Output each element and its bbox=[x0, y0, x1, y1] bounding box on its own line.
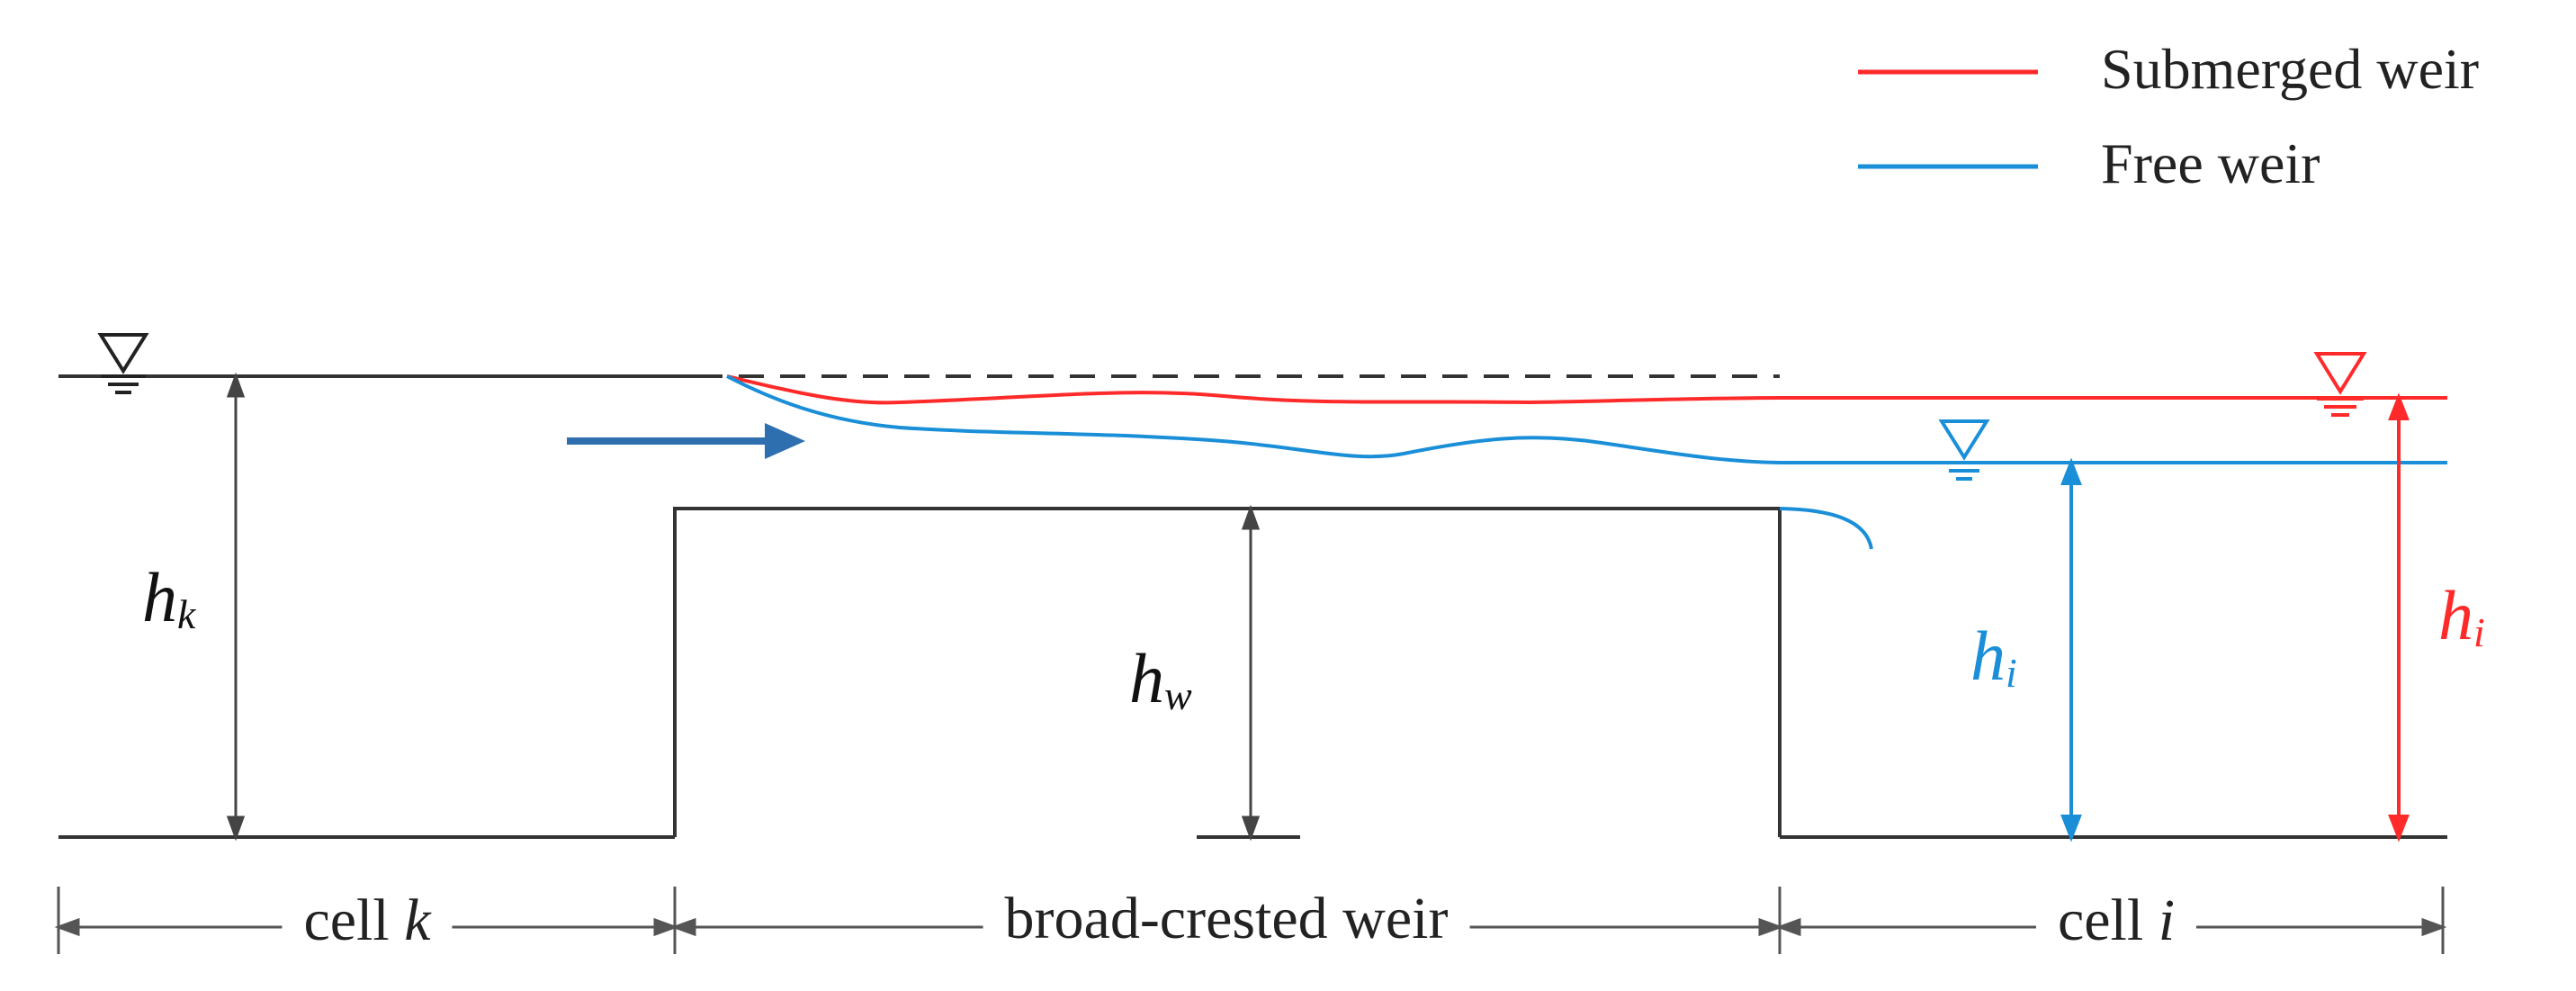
section-label-cell-i-var: i bbox=[2158, 887, 2176, 953]
submerged-water-profile bbox=[726, 374, 2447, 405]
hk-dimension-arrow bbox=[226, 372, 246, 842]
legend-free-label: Free weir bbox=[2101, 131, 2320, 195]
label-hk: hk bbox=[142, 563, 195, 635]
water-level-symbol-upstream bbox=[97, 333, 149, 394]
section-label-weir: broad-crested weir bbox=[983, 889, 1470, 949]
label-hi-submerged: hi bbox=[2438, 581, 2485, 653]
section-label-cell-k-var: k bbox=[404, 887, 431, 953]
hi-submerged-dimension-arrow bbox=[2388, 392, 2410, 842]
label-hi-free-main: h bbox=[1970, 617, 2006, 695]
section-label-cell-k: cell k bbox=[282, 891, 453, 950]
label-hi-free: hi bbox=[1970, 621, 2017, 694]
water-level-symbol-free bbox=[1938, 419, 1990, 481]
flow-arrow-icon bbox=[567, 423, 805, 459]
weir-body bbox=[673, 507, 1782, 837]
label-hk-main: h bbox=[142, 558, 177, 636]
label-hi-submerged-sub: i bbox=[2473, 609, 2485, 655]
label-hi-free-sub: i bbox=[2006, 650, 2017, 696]
label-hk-sub: k bbox=[177, 591, 196, 637]
hw-dimension-arrow bbox=[1241, 504, 1261, 842]
free-water-profile bbox=[726, 374, 2447, 464]
water-level-symbol-submerged bbox=[2313, 352, 2367, 417]
label-hi-submerged-main: h bbox=[2438, 576, 2473, 654]
section-label-cell-k-text: cell bbox=[303, 887, 390, 953]
label-hw-sub: w bbox=[1164, 672, 1192, 718]
free-overflow-nappe bbox=[1779, 507, 1873, 550]
hi-free-dimension-arrow bbox=[2060, 457, 2082, 842]
legend-submerged-label: Submerged weir bbox=[2101, 37, 2480, 101]
label-hw: hw bbox=[1129, 644, 1192, 716]
label-hw-main: h bbox=[1129, 639, 1164, 717]
section-label-cell-i: cell i bbox=[2035, 891, 2197, 950]
section-label-cell-i-text: cell bbox=[2057, 887, 2144, 953]
structure bbox=[58, 374, 2447, 839]
